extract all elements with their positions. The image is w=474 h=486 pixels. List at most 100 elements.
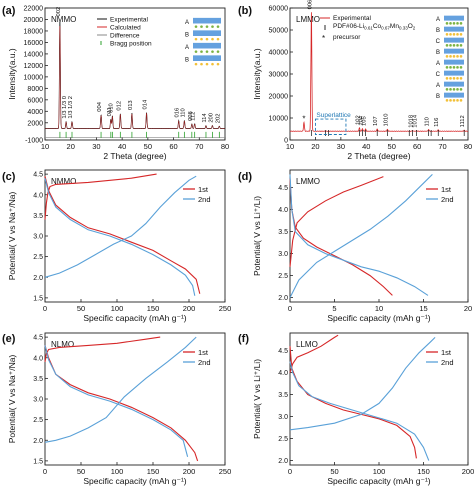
y-tick-label-e: 2.0 <box>33 438 43 445</box>
x-tick-label-e: 50 <box>77 467 85 476</box>
y-tick-label-d: 4.5 <box>278 185 288 192</box>
x-tick-label-e: 0 <box>43 467 47 476</box>
peak-label-a: 013 <box>128 100 134 110</box>
inset-atom-b <box>452 22 456 25</box>
inset-atom-b <box>445 66 449 69</box>
legend-label-e: 1st <box>198 348 209 357</box>
inset-layer-label-b: A <box>436 83 440 89</box>
inset-layer-a <box>193 55 221 61</box>
panel-letter-f: (f) <box>238 333 249 345</box>
y-tick-label-f: 3.0 <box>278 414 288 421</box>
y-tick-label-b: 0 <box>284 138 288 145</box>
inset-atom-a <box>216 62 220 66</box>
inset-atom-b <box>452 77 456 80</box>
legend-formula-part: 0.33 <box>399 26 408 31</box>
x-tick-label-f: 50 <box>330 467 338 476</box>
peak-label-a: 202 <box>215 114 221 124</box>
inset-atom-a <box>194 37 198 41</box>
inset-layer-a <box>193 30 221 36</box>
peak-label-a: 014 <box>143 99 149 109</box>
inset-atom-b <box>456 22 459 25</box>
x-tick-label-a: 10 <box>41 142 49 151</box>
series-2nd-charge-e <box>44 336 197 443</box>
series-2nd-charge-f <box>289 337 436 431</box>
inset-atom-a <box>216 50 220 53</box>
inset-atom-b <box>449 66 452 69</box>
x-tick-label-c: 50 <box>77 304 85 313</box>
y-tick-label-d: 4.0 <box>278 207 288 214</box>
peak-label-a: 008 <box>188 111 194 121</box>
inset-atom-b <box>459 88 463 91</box>
y-axis-label-f: Potential( V vs Li⁺/Li) <box>252 359 262 439</box>
peak-label-b: 1010 <box>383 114 389 127</box>
y-tick-label-c: 4.5 <box>33 172 43 179</box>
x-tick-label-e: 250 <box>219 467 232 476</box>
x-tick-label-f: 0 <box>288 467 292 476</box>
panel-letter-a: (a) <box>2 5 16 17</box>
y-tick-label-b: 10000 <box>269 116 289 123</box>
x-axis-label-b: 2 Theta (degree) <box>347 151 410 161</box>
series-2nd-discharge-d <box>289 174 429 296</box>
y-tick-label-b: 60000 <box>269 6 289 13</box>
y-tick-label-c: 2.0 <box>33 275 43 282</box>
inset-layer-b <box>444 15 464 21</box>
inset-atom-b <box>456 88 459 91</box>
x-axis-label-e: Specific capacity (mAh g⁻¹) <box>83 476 186 486</box>
y-tick-label-a: 10000 <box>24 74 44 81</box>
peak-label-b: 1112 <box>460 115 466 127</box>
inset-atom-b <box>456 33 459 36</box>
x-tick-label-b: 30 <box>337 142 345 151</box>
y-axis-label-c: Potential( V vs Na⁺/Na) <box>7 192 17 281</box>
legend-label-d: 2nd <box>441 195 454 204</box>
inset-atom-b <box>459 77 463 80</box>
inset-atom-a <box>194 25 198 28</box>
inset-layer-b <box>444 70 464 76</box>
inset-atom-b <box>449 88 452 91</box>
peak-label-a: 200 <box>208 113 214 123</box>
x-tick-label-e: 200 <box>183 467 196 476</box>
x-tick-label-b: 20 <box>311 142 319 151</box>
y-tick-label-a: 18000 <box>24 28 44 35</box>
x-tick-label-a: 60 <box>169 142 177 151</box>
inset-atom-b <box>459 66 463 69</box>
inset-layer-b <box>444 59 464 65</box>
series-2nd-discharge-f <box>289 361 430 461</box>
inset-atom-b <box>445 77 449 80</box>
inset-atom-a <box>211 62 214 66</box>
legend-formula-part: 0.67 <box>381 26 390 31</box>
inset-atom-a <box>205 50 209 53</box>
y-tick-label-a: 20000 <box>24 17 44 24</box>
plot-frame-a <box>44 7 226 141</box>
y-tick-label-f: 2.0 <box>278 458 288 465</box>
panel-letter-c: (c) <box>2 171 16 183</box>
panel-f: 0 50 100 150 200 2.0 2.5 3.0 3.5 4.0 4.5 Specific c… <box>238 332 474 486</box>
sample-label-c: NMMO <box>51 177 76 186</box>
y-tick-label-f: 4.5 <box>278 348 288 355</box>
legend-label-a: Bragg position <box>110 41 152 48</box>
x-tick-label-a: 40 <box>118 142 126 151</box>
inset-atom-b <box>449 77 452 80</box>
legend-formula-part: 2 <box>413 26 416 31</box>
y-axis-label-a: Intensity(a.u.) <box>7 48 17 100</box>
legend-label-b: PDF#06-Li0.61Co0.67Mn0.33O2 <box>333 23 416 31</box>
x-axis-label-a: 2 Theta (degree) <box>103 151 166 161</box>
inset-atom-b <box>449 22 452 25</box>
x-tick-label-c: 200 <box>183 304 196 313</box>
y-tick-label-b: 40000 <box>269 50 289 57</box>
inset-atom-b <box>449 55 452 58</box>
legend-label-e: 2nd <box>198 358 211 367</box>
x-tick-label-a: 70 <box>195 142 203 151</box>
x-tick-label-e: 100 <box>111 467 124 476</box>
inset-layer-label-b: C <box>436 72 441 78</box>
inset-atom-b <box>452 44 456 47</box>
peak-label-a: 016 <box>175 108 181 118</box>
legend-label-a: Difference <box>110 33 140 40</box>
x-tick-label-b: 70 <box>438 142 446 151</box>
inset-layer-label-b: B <box>436 94 440 100</box>
inset-atom-b <box>459 99 463 102</box>
legend-formula-part: Mn <box>390 23 399 30</box>
sample-label-b: LMMO <box>296 15 320 24</box>
legend-label-f: 1st <box>441 348 452 357</box>
inset-atom-a <box>216 25 220 28</box>
inset-atom-b <box>456 77 459 80</box>
